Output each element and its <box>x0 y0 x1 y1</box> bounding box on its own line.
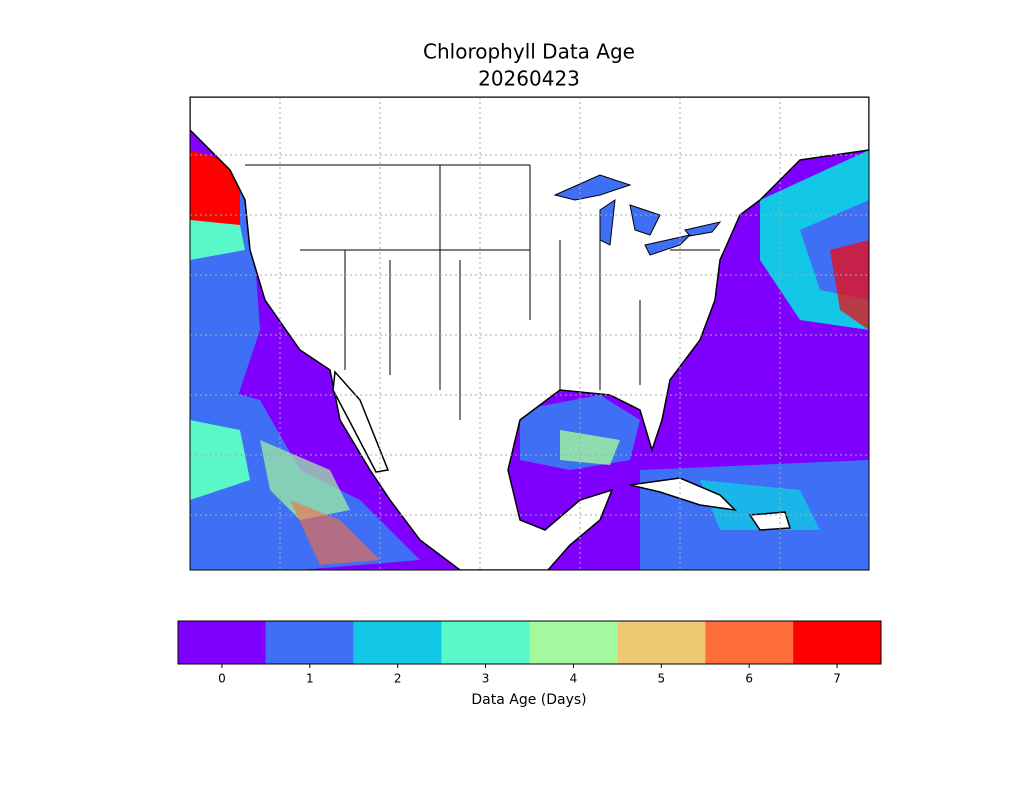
boundaries <box>245 164 720 420</box>
great-lakes <box>553 174 722 256</box>
colorbar-segment <box>178 621 266 664</box>
colorbar-tick-label: 2 <box>394 672 402 686</box>
colorbar-segment <box>705 621 794 664</box>
subtitle: 20260423 <box>478 67 580 91</box>
colorbar: 0 1 2 3 4 5 6 7 <box>178 621 881 686</box>
map <box>190 97 869 570</box>
colorbar-tick-label: 7 <box>833 672 841 686</box>
title: Chlorophyll Data Age <box>423 40 635 64</box>
hispaniola <box>748 511 791 531</box>
colorbar-segment <box>353 621 442 664</box>
map-frame <box>189 96 870 571</box>
colorbar-tick-label: 6 <box>745 672 753 686</box>
colorbar-segment <box>793 621 881 664</box>
colorbar-segment <box>265 621 354 664</box>
colorbar-tick-label: 5 <box>657 672 665 686</box>
colorbar-tick-label: 4 <box>570 672 578 686</box>
colorbar-label: Data Age (Days) <box>471 692 586 708</box>
baja <box>332 370 390 473</box>
colorbar-tick-label: 3 <box>482 672 490 686</box>
colorbar-segment <box>529 621 618 664</box>
colorbar-segment <box>617 621 706 664</box>
colorbar-frame <box>177 620 882 665</box>
graticule <box>190 97 869 570</box>
colorbar-tick-label: 1 <box>306 672 314 686</box>
land <box>190 97 869 570</box>
colorbar-tick-label: 0 <box>218 672 226 686</box>
colorbar-segment <box>441 621 530 664</box>
